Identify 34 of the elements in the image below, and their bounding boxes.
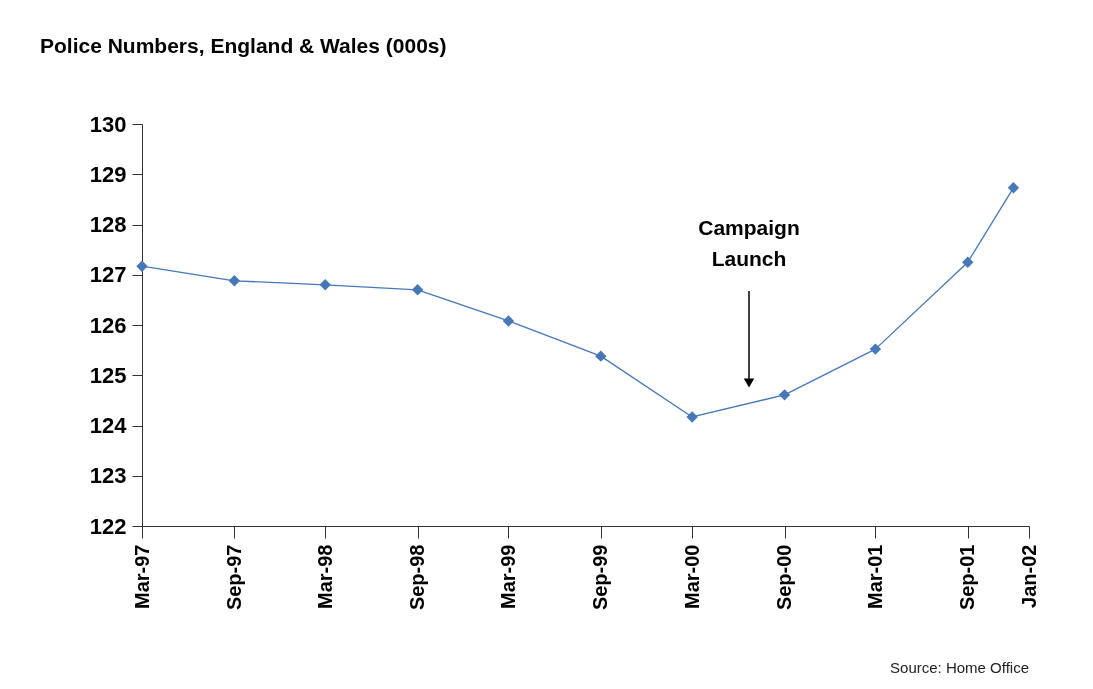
x-tick-label: Sep-99 (589, 544, 612, 611)
point (319, 279, 331, 291)
y-tick-label: 126 (89, 312, 127, 338)
y-tick-label: 128 (89, 212, 127, 237)
source-note: Source: Home Office (890, 659, 1029, 676)
point (411, 284, 424, 296)
x-tick-label: Mar-97 (130, 544, 153, 609)
y-tick-label: 129 (89, 161, 127, 187)
point (502, 315, 515, 327)
x-tick-label: Sep-98 (406, 544, 429, 611)
y-tick-label: 122 (89, 513, 127, 539)
y-tick-label: 123 (89, 463, 127, 489)
point (778, 389, 791, 401)
chart-title: Police Numbers, England & Wales (000s) (40, 34, 447, 57)
x-tick-label: Sep-01 (956, 544, 979, 611)
point (595, 350, 607, 362)
y-tick-label: 125 (89, 362, 127, 388)
point (686, 411, 698, 423)
x-tick-label: Sep-97 (222, 544, 245, 611)
point (869, 343, 882, 355)
y-tick-label: 124 (89, 413, 128, 438)
x-tick-label: Mar-00 (680, 544, 703, 609)
y-tick-label: 127 (89, 262, 127, 288)
y-tick-label: 130 (89, 111, 127, 137)
x-tick-label: Mar-98 (313, 544, 336, 609)
point (962, 256, 974, 268)
x-tick-label: Mar-99 (496, 544, 519, 609)
x-tick-label: Jan-02 (1017, 544, 1040, 608)
x-tick-label: Sep-00 (773, 544, 796, 611)
point (136, 260, 148, 272)
annotation: Campaign Launch (698, 216, 800, 270)
x-tick-label: Mar-01 (863, 544, 886, 609)
point (1007, 182, 1020, 194)
point (228, 275, 241, 287)
